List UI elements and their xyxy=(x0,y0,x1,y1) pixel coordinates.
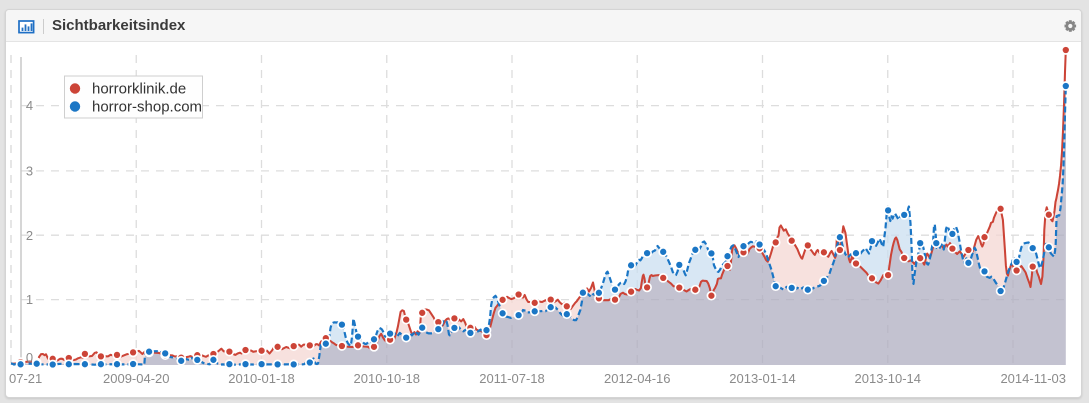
svg-text:2: 2 xyxy=(26,228,33,243)
svg-text:3: 3 xyxy=(26,164,33,179)
svg-text:2011-07-18: 2011-07-18 xyxy=(479,371,545,386)
svg-text:2010-01-18: 2010-01-18 xyxy=(228,371,295,386)
svg-text:horrorklinik.de: horrorklinik.de xyxy=(92,81,186,98)
svg-text:2014-11-03: 2014-11-03 xyxy=(1000,371,1066,386)
svg-text:2012-04-16: 2012-04-16 xyxy=(604,371,671,386)
svg-text:2013-10-14: 2013-10-14 xyxy=(855,371,922,386)
svg-text:07-21: 07-21 xyxy=(9,371,42,386)
svg-text:2010-10-18: 2010-10-18 xyxy=(354,371,421,386)
svg-text:horror-shop.com: horror-shop.com xyxy=(92,99,202,116)
svg-text:2009-04-20: 2009-04-20 xyxy=(103,371,170,386)
svg-text:1: 1 xyxy=(26,292,33,307)
svg-text:4: 4 xyxy=(26,98,33,113)
svg-text:2013-01-14: 2013-01-14 xyxy=(729,371,796,386)
svg-text:0: 0 xyxy=(26,350,33,365)
